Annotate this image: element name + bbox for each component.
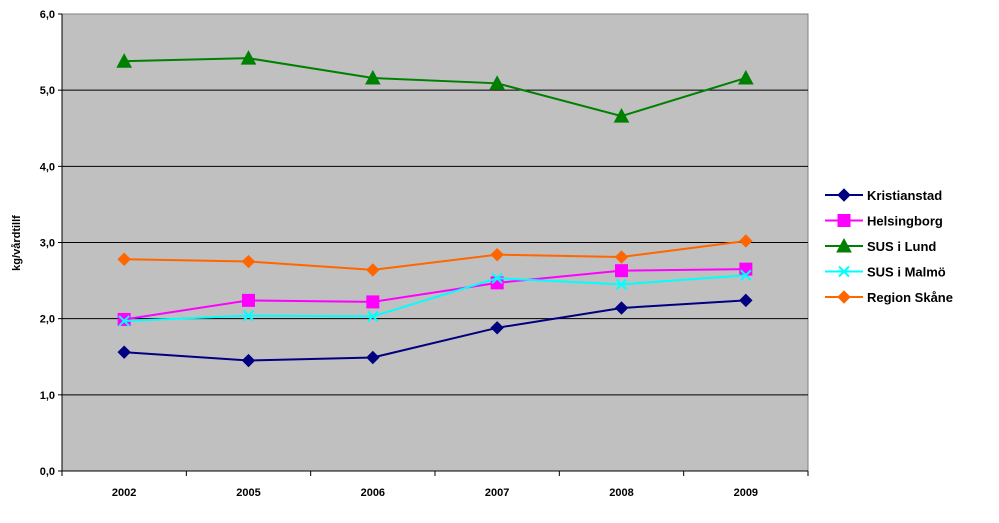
data-point bbox=[614, 301, 629, 315]
series-kristianstad bbox=[117, 293, 753, 368]
data-point bbox=[364, 69, 381, 85]
axes bbox=[58, 13, 809, 476]
y-tick-label: 4,0 bbox=[40, 161, 55, 173]
series-line bbox=[124, 57, 747, 118]
series-line bbox=[124, 239, 746, 271]
data-point bbox=[242, 293, 255, 307]
x-tick-label: 2009 bbox=[734, 487, 758, 499]
data-point bbox=[117, 345, 131, 359]
data-point bbox=[490, 321, 504, 335]
series-sus-i-malm- bbox=[118, 269, 752, 327]
data-point bbox=[367, 310, 379, 323]
legend-label: SUS i Malmö bbox=[867, 265, 946, 280]
data-point bbox=[491, 272, 503, 285]
series-line bbox=[124, 274, 746, 322]
y-tick-label: 3,0 bbox=[40, 238, 55, 250]
x-tick-label: 2007 bbox=[485, 487, 509, 499]
data-point bbox=[366, 350, 380, 365]
data-point bbox=[490, 247, 504, 262]
series-sus-i-lund bbox=[116, 50, 754, 123]
legend-label: Kristianstad bbox=[867, 188, 942, 203]
series-helsingborg bbox=[117, 262, 753, 326]
data-point bbox=[739, 293, 753, 308]
data-point bbox=[615, 278, 628, 291]
legend-marker bbox=[837, 214, 851, 227]
x-tick-label: 2002 bbox=[112, 487, 136, 499]
y-tick-label: 6,0 bbox=[40, 9, 55, 21]
data-point bbox=[739, 262, 753, 276]
data-point bbox=[489, 75, 506, 90]
legend-item: Kristianstad bbox=[825, 188, 942, 203]
legend-marker bbox=[838, 265, 850, 278]
data-point bbox=[366, 295, 380, 309]
data-point bbox=[737, 69, 754, 85]
series-line bbox=[124, 299, 746, 362]
legend-marker bbox=[837, 188, 851, 202]
legend-marker bbox=[837, 290, 851, 304]
legend-item: Region Skåne bbox=[825, 290, 953, 305]
legend-label: Region Skåne bbox=[867, 290, 953, 305]
data-point bbox=[241, 254, 256, 269]
data-point bbox=[615, 264, 628, 278]
x-tick-labels: 2002 2005 2006 2007 2008 2009 bbox=[112, 487, 758, 499]
data-point bbox=[116, 53, 133, 68]
x-tick-label: 2006 bbox=[361, 487, 385, 499]
y-tick-label: 2,0 bbox=[40, 314, 55, 326]
data-point bbox=[240, 50, 257, 65]
y-tick-label: 0,0 bbox=[40, 466, 55, 478]
series-region-sk-ne bbox=[117, 234, 753, 277]
y-tick-label: 1,0 bbox=[40, 390, 55, 402]
data-point bbox=[613, 108, 630, 123]
x-tick-label: 2005 bbox=[236, 487, 260, 499]
legend-item: SUS i Malmö bbox=[825, 265, 946, 280]
data-point bbox=[366, 263, 380, 277]
data-point bbox=[614, 250, 629, 264]
data-point bbox=[740, 269, 752, 281]
legend-marker bbox=[836, 237, 852, 253]
series-line bbox=[124, 268, 746, 321]
legend-item: SUS i Lund bbox=[825, 237, 936, 254]
data-point bbox=[739, 234, 753, 248]
legend-label: SUS i Lund bbox=[867, 239, 936, 254]
data-point bbox=[242, 309, 255, 322]
y-axis-label: kg/vårdtillf bbox=[11, 215, 23, 271]
data-point bbox=[117, 312, 131, 326]
data-point bbox=[117, 252, 131, 266]
x-tick-label: 2008 bbox=[609, 487, 633, 499]
legend-item: Helsingborg bbox=[825, 214, 943, 229]
data-point bbox=[118, 315, 130, 327]
y-tick-label: 5,0 bbox=[40, 85, 55, 97]
legend-label: Helsingborg bbox=[867, 214, 943, 229]
series-group bbox=[116, 50, 754, 368]
y-tick-labels: 0,0 1,0 2,0 3,0 4,0 5,0 6,0 bbox=[40, 9, 55, 478]
data-point bbox=[241, 353, 256, 368]
legend: Kristianstad Helsingborg SUS i Lund SUS i M… bbox=[825, 188, 953, 305]
